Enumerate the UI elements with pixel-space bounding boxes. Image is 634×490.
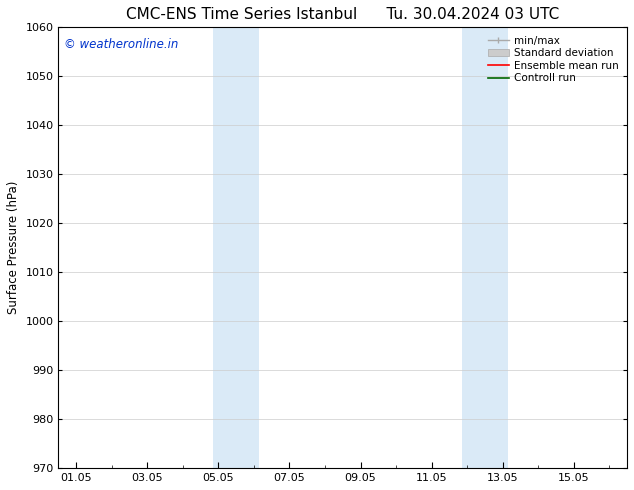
Bar bbox=[213, 27, 259, 468]
Legend: min/max, Standard deviation, Ensemble mean run, Controll run: min/max, Standard deviation, Ensemble me… bbox=[485, 32, 622, 87]
Y-axis label: Surface Pressure (hPa): Surface Pressure (hPa) bbox=[7, 181, 20, 315]
Text: © weatheronline.in: © weatheronline.in bbox=[64, 38, 179, 51]
Title: CMC-ENS Time Series Istanbul      Tu. 30.04.2024 03 UTC: CMC-ENS Time Series Istanbul Tu. 30.04.2… bbox=[126, 7, 559, 22]
Bar bbox=[462, 27, 508, 468]
